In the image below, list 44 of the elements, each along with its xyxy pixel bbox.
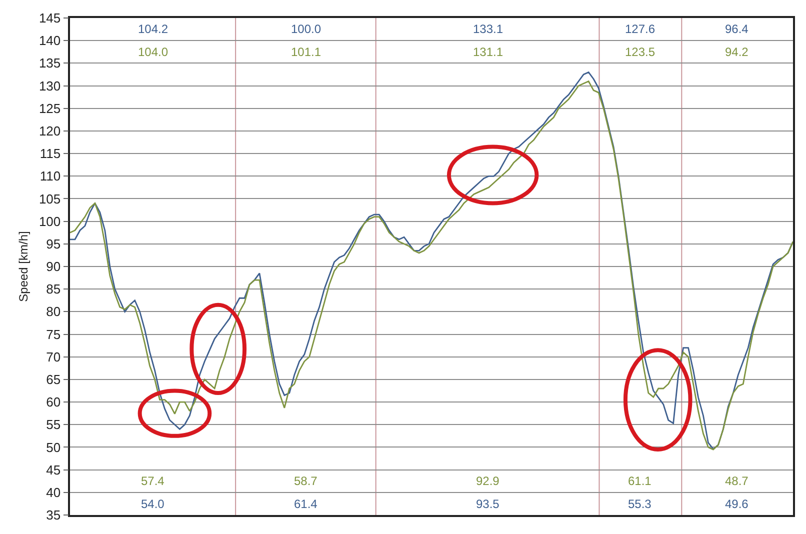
annotation: 127.6	[625, 22, 656, 36]
y-tick-label: 120	[38, 124, 61, 138]
y-tick-label: 125	[38, 100, 61, 116]
annotation: 61.1	[628, 474, 652, 488]
annotation: 104.2	[138, 22, 168, 36]
y-tick-label: 50	[46, 440, 61, 455]
annotation: 93.5	[476, 497, 500, 511]
y-tick-label: 100	[38, 214, 61, 229]
annotation: 92.9	[476, 474, 500, 488]
y-tick-label: 60	[46, 394, 61, 410]
annotation: 101.1	[291, 45, 322, 59]
y-tick-label: 75	[46, 326, 61, 342]
y-tick-label: 140	[38, 33, 61, 48]
y-tick-label: 80	[46, 304, 61, 320]
annotation: 58.7	[294, 474, 318, 488]
y-tick-label: 105	[38, 191, 61, 206]
y-tick-label: 65	[46, 372, 61, 387]
y-tick-label: 115	[40, 146, 61, 162]
annotation: 100.0	[291, 22, 322, 36]
annotation: 49.6	[725, 497, 749, 511]
y-tick-label: 110	[40, 168, 61, 184]
annotation: 104.0	[138, 45, 168, 59]
y-tick-label: 130	[38, 78, 61, 94]
y-tick-label: 55	[46, 417, 61, 432]
annotation: 48.7	[725, 474, 749, 488]
y-axis-title: Speed [km/h]	[16, 231, 31, 302]
annotation: 55.3	[628, 497, 652, 511]
annotation: 57.4	[141, 474, 165, 488]
annotation: 96.4	[725, 22, 749, 36]
y-tick-label: 145	[38, 10, 61, 26]
annotation: 131.1	[473, 45, 504, 59]
y-tick-label: 95	[46, 236, 61, 252]
y-tick-label: 35	[46, 508, 61, 523]
annotation: 133.1	[473, 22, 504, 36]
annotation: 61.4	[294, 497, 318, 511]
annotation: 54.0	[141, 497, 165, 511]
y-tick-label: 135	[38, 56, 61, 71]
y-tick-label: 90	[46, 259, 61, 274]
annotation: 94.2	[725, 45, 749, 59]
y-tick-label: 45	[46, 462, 61, 478]
annotation: 123.5	[625, 45, 656, 59]
y-tick-label: 40	[46, 484, 61, 500]
y-tick-label: 70	[46, 349, 61, 364]
y-tick-label: 85	[46, 282, 61, 297]
